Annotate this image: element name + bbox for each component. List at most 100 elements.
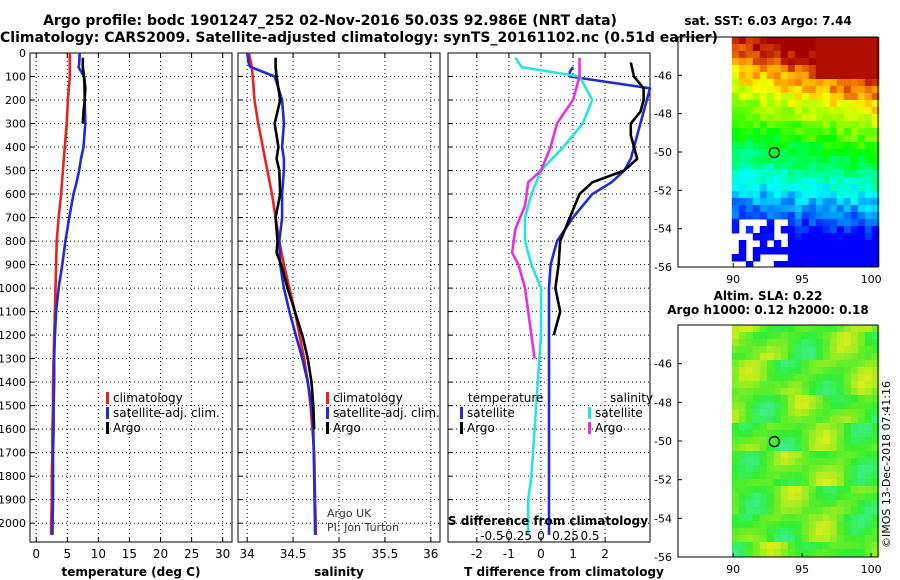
map-cell	[752, 514, 761, 522]
map-cell	[752, 205, 761, 213]
map-cell	[836, 367, 845, 375]
x-tick-label: 15	[122, 547, 137, 561]
argo-float-marker	[768, 146, 781, 159]
map-cell	[787, 254, 796, 262]
map-cell	[871, 346, 880, 354]
map-cell	[829, 240, 838, 248]
map-cell	[829, 233, 838, 241]
map-cell	[850, 205, 859, 213]
map-cell	[822, 472, 831, 480]
map-cell	[864, 212, 873, 220]
map-cell	[752, 191, 761, 199]
map-cell	[836, 149, 845, 157]
map-cell	[843, 500, 852, 508]
map-cell	[731, 156, 740, 164]
map-cell	[752, 142, 761, 150]
map-cell	[850, 261, 859, 267]
map-cell	[745, 367, 754, 375]
map-cell	[829, 205, 838, 213]
map-cell	[864, 472, 873, 480]
map-cell	[731, 58, 740, 66]
map-cell	[871, 402, 880, 410]
map-cell	[871, 437, 880, 445]
map-cell	[808, 149, 817, 157]
map-cell	[808, 472, 817, 480]
map-cell	[759, 542, 768, 550]
map-cell	[731, 332, 740, 340]
map-cell	[815, 388, 824, 396]
map-cell	[752, 184, 761, 192]
map-cell	[745, 353, 754, 361]
map-cell	[850, 353, 859, 361]
map-cell	[794, 233, 803, 241]
map-cell	[745, 65, 754, 73]
map-cell	[731, 72, 740, 80]
map-cell	[850, 177, 859, 185]
map-cell	[857, 458, 866, 466]
map-cell	[829, 121, 838, 129]
map-cell	[857, 247, 866, 255]
map-cell	[738, 430, 747, 438]
map-cell	[745, 388, 754, 396]
map-cell	[836, 100, 845, 108]
map-cell	[850, 374, 859, 382]
map-cell	[752, 374, 761, 382]
map-cell	[829, 86, 838, 94]
map-cell	[801, 451, 810, 459]
map-cell	[836, 121, 845, 129]
map-cell	[738, 247, 747, 255]
map-cell	[794, 198, 803, 206]
map-cell	[780, 360, 789, 368]
map-cell	[759, 353, 768, 361]
map-cell	[773, 353, 782, 361]
map-cell	[752, 500, 761, 508]
map-cell	[801, 170, 810, 178]
map-cell	[857, 100, 866, 108]
map-cell	[766, 353, 775, 361]
map-cell	[794, 65, 803, 73]
map-cell	[864, 416, 873, 424]
map-cell	[745, 374, 754, 382]
y-tick-label: 1400	[0, 376, 26, 389]
map-cell	[766, 451, 775, 459]
x-axis-label: T difference from climatology	[464, 565, 664, 579]
map-cell	[731, 444, 740, 452]
map-cell	[836, 409, 845, 417]
map-cell	[780, 416, 789, 424]
map-cell	[836, 86, 845, 94]
map-cell	[808, 339, 817, 347]
map-cell	[773, 388, 782, 396]
map-cell	[822, 72, 831, 80]
map-cell	[794, 261, 803, 267]
map-cell	[864, 205, 873, 213]
map-cell	[766, 542, 775, 550]
map-cell	[857, 521, 866, 529]
map-cell	[871, 205, 880, 213]
map-x-tick-label: 100	[861, 563, 882, 576]
map-cell	[794, 170, 803, 178]
map-cell	[731, 465, 740, 473]
map-cell	[773, 212, 782, 220]
map-cell	[759, 423, 768, 431]
map-cell	[766, 219, 775, 227]
map-cell	[787, 346, 796, 354]
map-cell	[759, 472, 768, 480]
map-cell	[801, 142, 810, 150]
map-cell	[787, 395, 796, 403]
map-cell	[766, 72, 775, 80]
map-cell	[815, 437, 824, 445]
map-cell	[731, 128, 740, 136]
map-cell	[815, 100, 824, 108]
map-cell	[731, 114, 740, 122]
map-cell	[731, 542, 740, 550]
annotation-argo-uk: Argo UK	[327, 507, 372, 520]
map-cell	[794, 507, 803, 515]
map-cell	[794, 521, 803, 529]
y-tick-label: 1200	[0, 329, 26, 342]
map-cell	[871, 156, 880, 164]
map-cell	[871, 121, 880, 129]
map-cell	[773, 416, 782, 424]
map-cell	[766, 528, 775, 536]
map-x-tick-label: 95	[795, 273, 809, 286]
map-cell	[857, 233, 866, 241]
